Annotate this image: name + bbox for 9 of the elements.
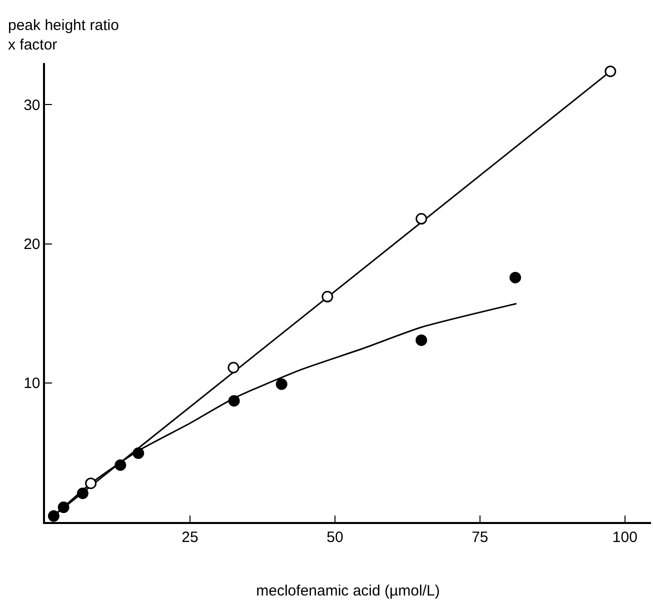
y-axis-title: peak height ratio x factor bbox=[8, 17, 119, 54]
x-tick-label: 100 bbox=[612, 528, 638, 546]
x-tick-label: 75 bbox=[472, 528, 488, 546]
y-tick-label: 30 bbox=[24, 96, 40, 114]
y-tick-label: 10 bbox=[24, 375, 40, 392]
x-tick-label: 50 bbox=[326, 528, 344, 546]
x-axis-title: meclofenamic acid (µmol/L) bbox=[256, 582, 440, 600]
x-tick-label: 25 bbox=[182, 528, 198, 546]
y-tick-label: 20 bbox=[24, 236, 40, 254]
